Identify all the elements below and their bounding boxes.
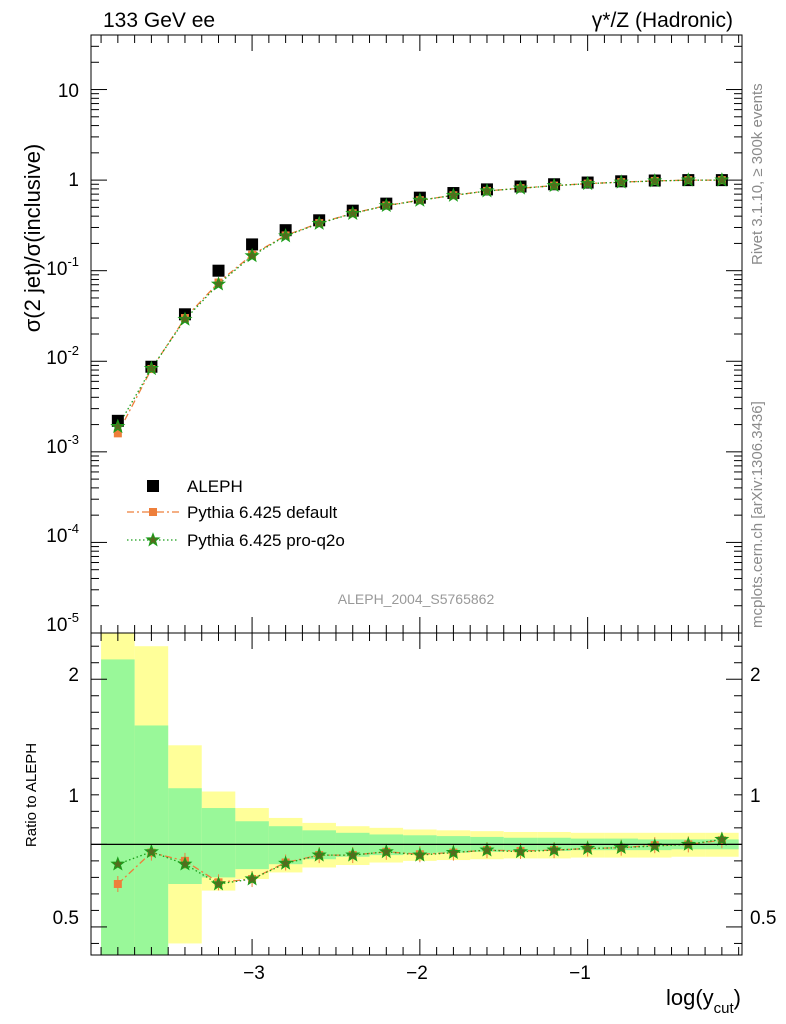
pythia-pro-q2o-ratio-point <box>714 831 730 846</box>
main-y-tick-label: 10-4 <box>46 521 79 547</box>
aleph-data-point <box>246 238 259 251</box>
main-y-tick-label: 10 <box>58 81 79 102</box>
pythia-pro-q2o-ratio-point <box>546 842 562 857</box>
aleph-data-point <box>212 264 225 277</box>
legend-label-pythia-default: Pythia 6.425 default <box>187 503 338 522</box>
rivet-version-label: Rivet 3.1.10, ≥ 300k events <box>749 83 766 265</box>
pythia-pro-q2o-point <box>647 173 663 188</box>
legend-marker-pythia-pro-q2o <box>145 532 161 547</box>
pythia-pro-q2o-ratio-point <box>110 856 126 871</box>
series-markers <box>110 172 730 892</box>
ratio-plot-frame <box>90 632 743 956</box>
ratio-y-tick-label-right: 2 <box>750 665 761 686</box>
x-tick-label: −3 <box>243 963 265 984</box>
pythia-pro-q2o-point <box>143 360 159 376</box>
main-y-tick-label: 10-1 <box>46 254 79 280</box>
legend-marker-pythia-default <box>149 508 157 516</box>
pythia-pro-q2o-point <box>177 311 193 326</box>
pythia-pro-q2o-point <box>680 172 696 187</box>
main-y-tick-label: 1 <box>68 170 79 191</box>
pythia-pro-q2o-ratio-point <box>311 847 327 862</box>
x-axis-label: log(ycut) <box>666 985 741 1017</box>
legend: ALEPH Pythia 6.425 default Pythia 6.425 … <box>127 477 345 550</box>
pythia-pro-q2o-point <box>714 172 730 187</box>
pythia-pro-q2o-point <box>244 247 260 263</box>
pythia-pro-q2o-ratio-point <box>580 840 596 855</box>
pythia-pro-q2o-ratio-point <box>345 847 361 862</box>
pythia-pro-q2o-point <box>613 174 629 189</box>
main-y-axis-label: σ(2 jet)/σ(inclusive) <box>20 144 45 333</box>
pythia-pro-q2o-point <box>278 227 294 243</box>
ratio-y-tick-label-left: 2 <box>68 665 79 686</box>
ratio-y-tick-labels: 0.5 1 2 0.5 1 2 <box>53 665 777 929</box>
main-y-tick-label: 10-3 <box>46 432 79 458</box>
process-title: γ*/Z (Hadronic) <box>592 9 733 32</box>
main-line-pythia-pro-q2o <box>117 179 722 427</box>
main-line-pythia-default <box>117 179 722 434</box>
ratio-stat-band-bin <box>235 821 269 870</box>
pythia-pro-q2o-point <box>210 276 227 291</box>
pythia-pro-q2o-point <box>110 418 126 434</box>
pythia-pro-q2o-ratio-point <box>244 871 260 886</box>
pythia-pro-q2o-ratio-point <box>378 843 394 859</box>
ratio-uncertainty-bands <box>101 633 739 955</box>
mcplots-credit-label: mcplots.cern.ch [arXiv:1306.3436] <box>749 401 766 628</box>
pythia-pro-q2o-ratio-point <box>613 839 629 855</box>
legend-label-pythia-pro-q2o: Pythia 6.425 pro-q2o <box>187 531 345 550</box>
pythia-pro-q2o-ratio-point <box>445 844 461 860</box>
ratio-y-axis-label: Ratio to ALEPH <box>23 743 40 847</box>
pythia-default-point <box>113 429 122 438</box>
ratio-stat-band-bin <box>168 788 202 884</box>
pythia-pro-q2o-point <box>546 177 562 193</box>
main-y-tick-label: 10-2 <box>46 343 79 369</box>
x-tick-label: −1 <box>569 963 591 984</box>
pythia-pro-q2o-ratio-point <box>143 843 159 859</box>
ratio-stat-band-bin <box>101 659 135 955</box>
pythia-pro-q2o-point <box>445 187 461 202</box>
ratio-stat-band-bin <box>201 808 236 878</box>
ratio-y-tick-label-right: 1 <box>750 786 761 807</box>
pythia-pro-q2o-point <box>580 175 596 191</box>
main-y-tick-labels: 10-5 10-4 10-3 10-2 10-1 1 10 <box>46 81 79 636</box>
pythia-pro-q2o-ratio-point <box>177 856 193 871</box>
pythia-default-ratio-point <box>113 879 122 888</box>
ratio-y-tick-label-right: 0.5 <box>750 908 776 929</box>
pythia-pro-q2o-point <box>345 205 361 220</box>
pythia-pro-q2o-point <box>311 215 327 230</box>
x-tick-label: −2 <box>406 963 428 984</box>
pythia-pro-q2o-point <box>378 197 394 213</box>
main-y-tick-label: 10-5 <box>46 610 79 636</box>
pythia-pro-q2o-ratio-point <box>412 847 428 862</box>
pythia-pro-q2o-ratio-point <box>210 876 227 891</box>
pythia-pro-q2o-ratio-point <box>479 842 495 857</box>
pythia-pro-q2o-point <box>479 183 495 198</box>
analysis-tag: ALEPH_2004_S5765862 <box>338 591 495 607</box>
pythia-pro-q2o-point <box>512 180 529 195</box>
ratio-stat-band-bin <box>134 725 169 955</box>
pythia-pro-q2o-point <box>412 192 428 207</box>
energy-title: 133 GeV ee <box>103 9 215 32</box>
pythia-pro-q2o-ratio-point <box>278 855 294 870</box>
legend-marker-aleph <box>147 480 159 492</box>
pythia-pro-q2o-ratio-point <box>512 843 529 859</box>
pythia-pro-q2o-ratio-point <box>680 836 696 851</box>
axis-ticks <box>91 34 742 955</box>
legend-label-aleph: ALEPH <box>187 477 243 496</box>
ratio-y-tick-label-left: 1 <box>68 786 79 807</box>
x-tick-labels: −3 −2 −1 <box>243 963 591 984</box>
ratio-y-tick-label-left: 0.5 <box>53 908 79 929</box>
